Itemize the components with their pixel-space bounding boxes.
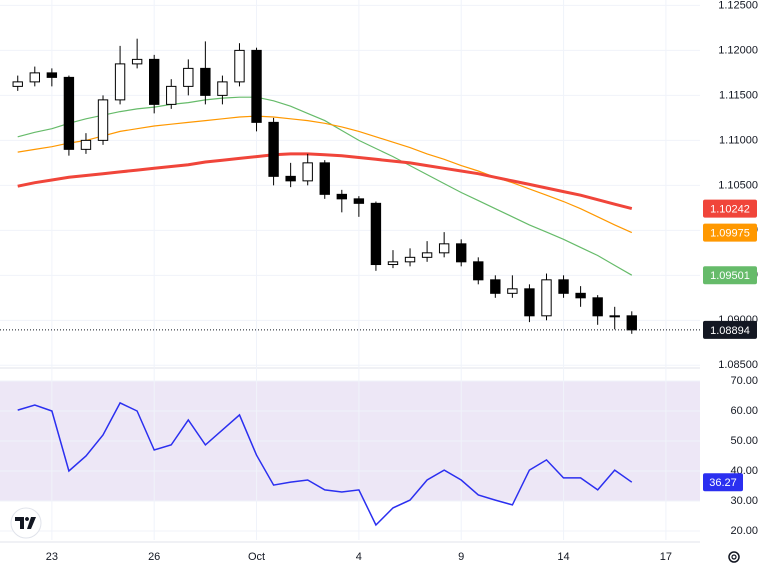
candle-body	[626, 315, 637, 331]
price-badge-label: 1.09975	[710, 227, 750, 239]
moving-average	[17, 152, 633, 211]
candle-body	[353, 198, 365, 204]
candle-body	[490, 279, 501, 294]
candle-body	[456, 243, 467, 263]
candle-body	[319, 162, 330, 195]
candle-body	[63, 76, 75, 150]
candle-body	[592, 297, 603, 317]
candle-body	[114, 63, 126, 101]
y-tick-label: 1.11000	[719, 134, 758, 146]
candle-body	[387, 261, 399, 266]
price-badge	[703, 320, 757, 339]
candle-body	[251, 49, 262, 123]
candle-body	[438, 243, 450, 254]
candle-body	[404, 256, 416, 263]
y-tick-label: 60.00	[730, 405, 758, 417]
x-tick-label: 17	[660, 551, 672, 563]
price-badge-label: 1.10242	[710, 203, 750, 215]
moving-average	[17, 115, 633, 234]
y-tick-label: 30.00	[730, 495, 758, 507]
candle-body	[268, 121, 279, 177]
candle-body	[29, 72, 40, 83]
candle-body	[149, 58, 160, 105]
settings-icon[interactable]	[728, 551, 740, 563]
y-tick-label: 20.00	[730, 525, 758, 537]
y-tick-label: 1.11500	[719, 89, 758, 101]
candle-body	[575, 292, 586, 299]
candle-body	[217, 81, 228, 96]
candle-body	[183, 67, 194, 87]
candle-body	[200, 67, 211, 96]
rsi-line	[17, 401, 633, 527]
x-tick-label: 9	[458, 551, 464, 563]
y-tick-label: 50.00	[730, 435, 758, 447]
candle-body	[541, 279, 552, 317]
y-tick-label: 1.10500	[718, 179, 758, 191]
candle-body	[12, 81, 23, 87]
rsi-badge-label: 36.27	[709, 477, 737, 489]
candle-body	[558, 279, 569, 294]
price-badge	[703, 223, 757, 242]
candle-body	[609, 315, 620, 318]
price-badge	[703, 266, 757, 285]
y-tick-label: 1.08500	[718, 359, 758, 371]
candle-body	[166, 85, 177, 105]
y-tick-label: 70.00	[730, 375, 758, 387]
candle-body	[370, 202, 382, 266]
y-tick-label: 1.12000	[718, 44, 758, 56]
candle-body	[336, 193, 348, 200]
candle-body	[285, 175, 296, 182]
x-tick-label: 23	[46, 551, 58, 563]
candle-body	[524, 288, 535, 317]
x-tick-label: Oct	[248, 551, 265, 563]
candle-body	[97, 99, 109, 141]
candle-body	[473, 261, 484, 281]
y-tick-label: 1.12500	[718, 0, 758, 11]
moving-average	[17, 96, 633, 276]
candle-body	[80, 139, 92, 150]
candle-body	[507, 288, 518, 294]
candle-body	[234, 49, 245, 83]
tradingview-logo	[10, 507, 42, 539]
candle-body	[131, 58, 143, 65]
candle-body	[302, 162, 313, 182]
price-badge-label: 1.09501	[710, 270, 750, 282]
candle-body	[421, 252, 433, 258]
price-badge	[703, 199, 757, 218]
x-tick-label: 4	[356, 551, 362, 563]
rsi-badge	[703, 473, 743, 492]
candle-body	[46, 72, 58, 78]
x-tick-label: 14	[557, 551, 569, 563]
price-badge-label: 1.08894	[710, 325, 750, 337]
x-tick-label: 26	[148, 551, 160, 563]
